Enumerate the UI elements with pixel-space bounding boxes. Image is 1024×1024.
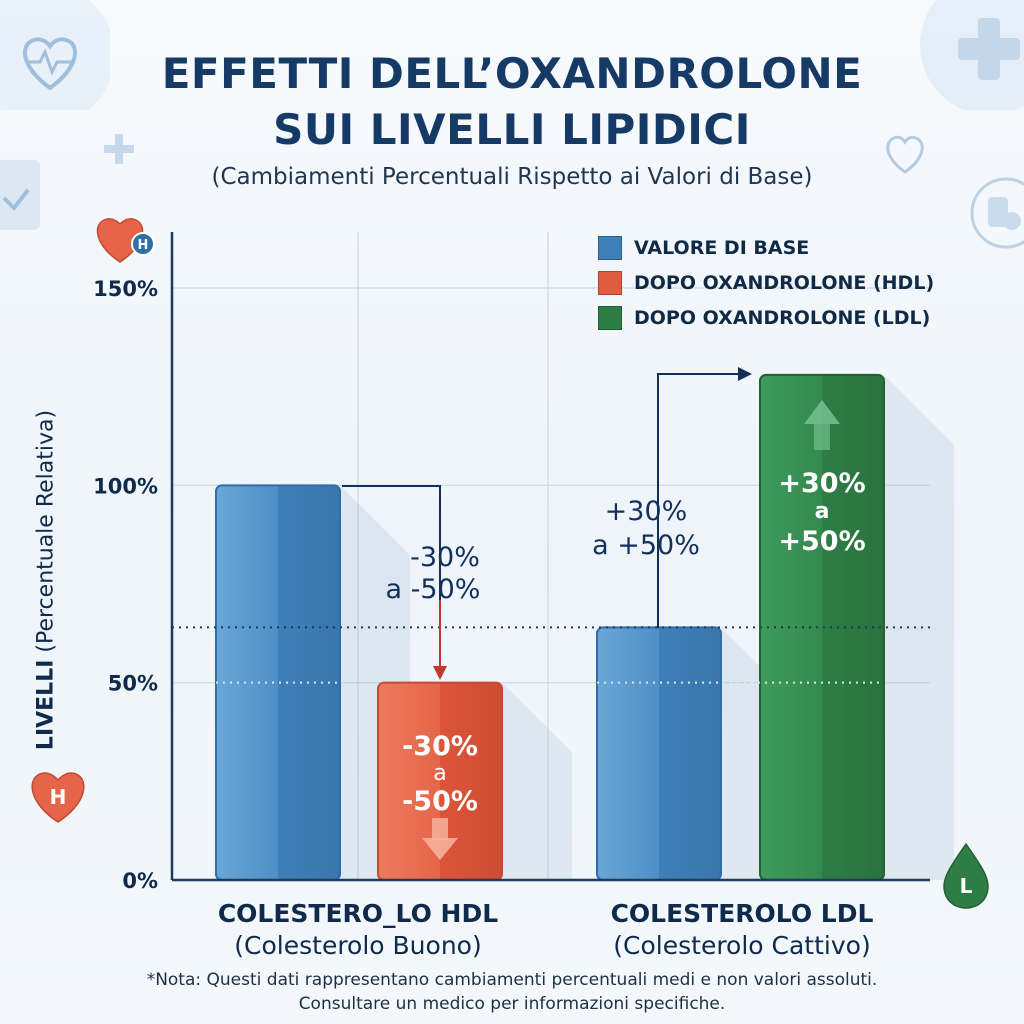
hdl-bar-label-3: -50% [402, 786, 478, 817]
ldl-badge-letter: L [960, 874, 973, 898]
y-tick-label: 50% [108, 672, 158, 696]
hdl-heart-badge-icon: H [96, 218, 155, 263]
y-tick-label: 0% [122, 869, 158, 893]
y-tick-label: 150% [93, 277, 158, 301]
y-tick-label: 100% [93, 474, 158, 498]
legend-item-baseline: VALORE DI BASE [598, 230, 934, 265]
category-ldl-main: COLESTEROLO LDL [610, 899, 874, 928]
decorative-heart-icon [886, 135, 924, 174]
ldl-drop-icon: L [943, 842, 989, 909]
decorative-plus-icon [104, 134, 134, 164]
ldl-arrow-head [738, 367, 752, 381]
legend-swatch-ldl [598, 305, 622, 330]
footnote: *Nota: Questi dati rappresentano cambiam… [0, 968, 1024, 1016]
category-label-hdl: COLESTERO_LO HDL (Colesterolo Buono) [178, 898, 538, 962]
legend-swatch-hdl [598, 270, 622, 295]
legend-item-hdl: DOPO OXANDROLONE (HDL) [598, 265, 934, 300]
ldl-bar-label-1: +30% [778, 468, 865, 499]
page-title: EFFETTI DELL’OXANDROLONE SUI LIVELLI LIP… [0, 46, 1024, 158]
ldl-connector-line [657, 373, 740, 628]
hdl-down-arrow-icon [422, 818, 458, 860]
hdl-arrow-label-2: a -50% [386, 574, 481, 605]
title-line-2: SUI LIVELLI LIPIDICI [273, 105, 751, 154]
category-label-ldl: COLESTEROLO LDL (Colesterolo Cattivo) [562, 898, 922, 962]
category-hdl-sub: (Colesterolo Buono) [234, 931, 482, 960]
legend-label-ldl: DOPO OXANDROLONE (LDL) [634, 306, 931, 329]
category-hdl-main: COLESTERO_LO HDL [217, 899, 499, 928]
hdl-bar-label-1: -30% [402, 731, 478, 762]
decorative-medicine-icon [970, 177, 1024, 249]
hdl-bottom-badge-letter: H [50, 785, 67, 809]
hdl-arrow-label-1: -30% [410, 542, 480, 573]
legend-swatch-baseline [598, 235, 622, 260]
ldl-bar-label-2: a [815, 499, 830, 524]
bar-hdl-after-shadow [502, 682, 572, 880]
ldl-arrow-label-1: +30% [605, 496, 688, 527]
footnote-line-2: Consultare un medico per informazioni sp… [298, 994, 726, 1014]
legend: VALORE DI BASE DOPO OXANDROLONE (HDL) DO… [598, 230, 934, 335]
footnote-line-1: *Nota: Questi dati rappresentano cambiam… [146, 970, 878, 990]
legend-label-hdl: DOPO OXANDROLONE (HDL) [634, 271, 935, 294]
ldl-up-arrow-icon [804, 400, 840, 450]
hdl-arrow-head [433, 666, 447, 680]
decorative-heart-pulse-icon [0, 0, 110, 110]
hdl-heart-bottom-icon: H [31, 772, 85, 823]
legend-label-baseline: VALORE DI BASE [634, 236, 810, 259]
decorative-clipboard-icon [0, 160, 40, 230]
title-line-1: EFFETTI DELL’OXANDROLONE [161, 49, 863, 98]
hdl-top-badge-letter: H [138, 238, 149, 253]
ldl-bar-label-3: +50% [778, 526, 865, 557]
category-ldl-sub: (Colesterolo Cattivo) [613, 931, 871, 960]
ldl-arrow-label-2: a +50% [592, 530, 700, 561]
bar-ldl-after-shadow [884, 374, 954, 880]
legend-item-ldl: DOPO OXANDROLONE (LDL) [598, 300, 934, 335]
hdl-bar-label-2: a [433, 761, 446, 786]
chart-subtitle: (Cambiamenti Percentuali Rispetto ai Val… [211, 164, 813, 190]
decorative-medical-cross-icon [920, 0, 1024, 110]
